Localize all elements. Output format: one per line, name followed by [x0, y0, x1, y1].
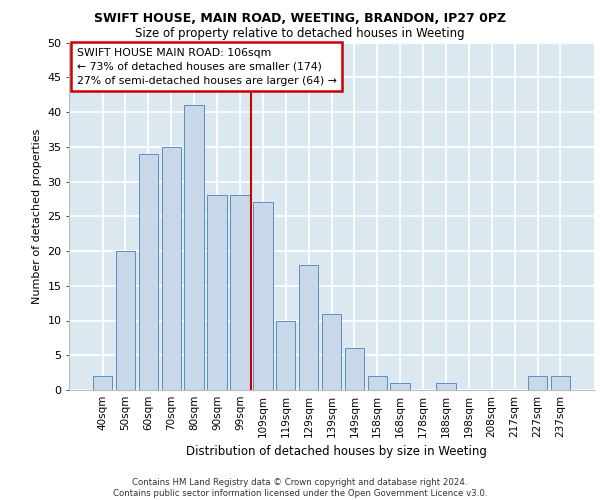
Bar — [391, 383, 410, 390]
Text: Contains HM Land Registry data © Crown copyright and database right 2024.
Contai: Contains HM Land Registry data © Crown c… — [113, 478, 487, 498]
Bar — [253, 202, 272, 390]
Bar — [139, 154, 158, 390]
Bar — [93, 376, 112, 390]
Bar — [551, 376, 570, 390]
Bar — [276, 320, 295, 390]
Text: Size of property relative to detached houses in Weeting: Size of property relative to detached ho… — [135, 28, 465, 40]
Bar — [344, 348, 364, 390]
Bar — [184, 105, 204, 390]
Y-axis label: Number of detached properties: Number of detached properties — [32, 128, 41, 304]
Bar — [368, 376, 387, 390]
Text: SWIFT HOUSE, MAIN ROAD, WEETING, BRANDON, IP27 0PZ: SWIFT HOUSE, MAIN ROAD, WEETING, BRANDON… — [94, 12, 506, 26]
Bar — [208, 196, 227, 390]
Bar — [116, 251, 135, 390]
Text: Distribution of detached houses by size in Weeting: Distribution of detached houses by size … — [185, 444, 487, 458]
Bar — [161, 147, 181, 390]
Text: SWIFT HOUSE MAIN ROAD: 106sqm
← 73% of detached houses are smaller (174)
27% of : SWIFT HOUSE MAIN ROAD: 106sqm ← 73% of d… — [77, 48, 337, 86]
Bar — [528, 376, 547, 390]
Bar — [299, 265, 319, 390]
Bar — [436, 383, 455, 390]
Bar — [230, 196, 250, 390]
Bar — [322, 314, 341, 390]
